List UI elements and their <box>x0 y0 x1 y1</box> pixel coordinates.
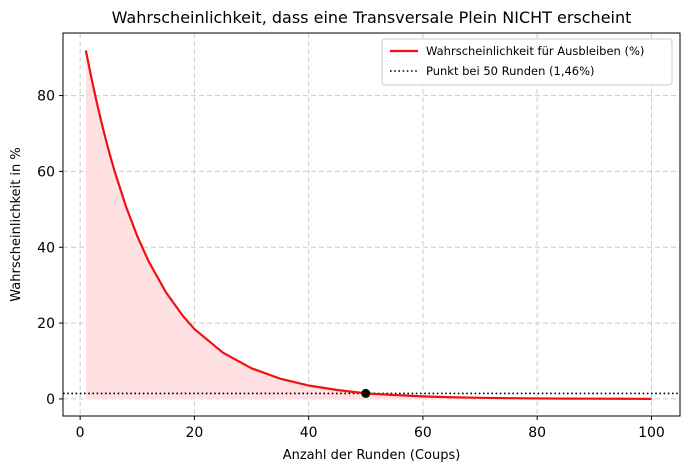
x-tick-label: 40 <box>300 425 318 441</box>
x-axis-label: Anzahl der Runden (Coups) <box>283 448 461 463</box>
legend-box <box>381 38 673 86</box>
legend: Wahrscheinlichkeit für Ausbleiben (%) Pu… <box>381 38 673 86</box>
x-tick-label: 20 <box>185 425 203 441</box>
series-line <box>84 50 652 400</box>
ticks-layer: 0 20 40 60 80 100 0 20 40 60 80 <box>37 89 665 441</box>
y-tick-label: 80 <box>37 89 55 105</box>
y-axis-label: Wahrscheinlichkeit in % <box>9 147 24 301</box>
y-tick-label: 60 <box>37 164 55 180</box>
x-tick-label: 0 <box>76 425 85 441</box>
legend-entry-reference: Punkt bei 50 Runden (1,46%) <box>426 64 595 78</box>
x-tick-label: 80 <box>528 425 546 441</box>
chart-title: Wahrscheinlichkeit, dass eine Transversa… <box>112 8 632 27</box>
y-tick-label: 20 <box>37 316 55 332</box>
plot-frame <box>62 32 681 417</box>
x-tick-label: 100 <box>638 425 665 441</box>
legend-entry-series: Wahrscheinlichkeit für Ausbleiben (%) <box>426 44 644 58</box>
x-tick-label: 60 <box>414 425 432 441</box>
y-tick-label: 0 <box>46 392 55 408</box>
y-tick-label: 40 <box>37 240 55 256</box>
area-fill <box>85 50 652 399</box>
marker-point-50 <box>361 388 371 398</box>
